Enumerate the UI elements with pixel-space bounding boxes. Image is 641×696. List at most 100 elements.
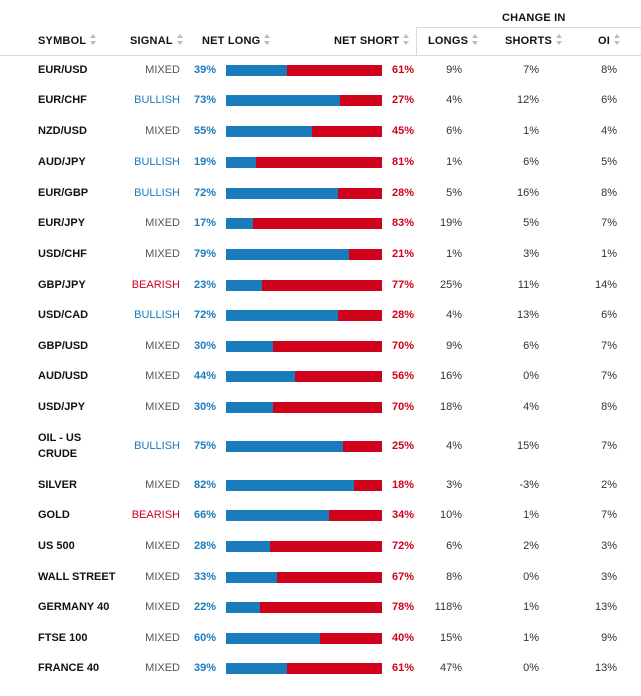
change-oi-cell: 13%: [594, 662, 617, 674]
symbol-cell[interactable]: GOLD: [38, 509, 70, 521]
table-row[interactable]: SILVER MIXED 82% 18% 3% -3% 2%: [0, 470, 641, 500]
table-row[interactable]: EUR/JPY MIXED 17% 83% 19% 5% 7%: [0, 208, 641, 238]
change-longs-cell: 5%: [446, 187, 462, 199]
symbol-cell[interactable]: US 500: [38, 540, 75, 552]
table-row[interactable]: FRANCE 40 MIXED 39% 61% 47% 0% 13%: [0, 653, 641, 683]
symbol-cell[interactable]: EUR/JPY: [38, 217, 86, 229]
change-oi-cell: 3%: [601, 540, 617, 552]
table-row[interactable]: AUD/JPY BULLISH 19% 81% 1% 6% 5%: [0, 147, 641, 177]
sort-icon[interactable]: [90, 34, 97, 45]
symbol-cell[interactable]: WALL STREET: [38, 571, 116, 583]
table-row[interactable]: EUR/GBP BULLISH 72% 28% 5% 16% 8%: [0, 178, 641, 208]
symbol-cell[interactable]: USD/JPY: [38, 401, 86, 413]
sentiment-bar: [226, 178, 382, 208]
change-longs-cell: 9%: [446, 64, 462, 76]
net-long-percent: 22%: [193, 601, 216, 613]
net-short-bar-segment: [226, 340, 382, 352]
net-long-bar-segment: [226, 156, 256, 168]
table-row[interactable]: USD/CHF MIXED 79% 21% 1% 3% 1%: [0, 239, 641, 269]
table-row[interactable]: GBP/JPY BEARISH 23% 77% 25% 11% 14%: [0, 270, 641, 300]
change-shorts-cell: 16%: [516, 187, 539, 199]
table-row[interactable]: EUR/CHF BULLISH 73% 27% 4% 12% 6%: [0, 85, 641, 115]
symbol-cell[interactable]: EUR/CHF: [38, 94, 87, 106]
sort-icon[interactable]: [614, 34, 621, 45]
change-oi-cell: 14%: [594, 279, 617, 291]
symbol-cell[interactable]: FRANCE 40: [38, 662, 100, 674]
net-long-bar-segment: [226, 279, 262, 291]
change-shorts-cell: 6%: [523, 156, 539, 168]
change-longs-cell: 8%: [446, 571, 462, 583]
net-short-column-header[interactable]: NET SHORT: [334, 34, 410, 47]
net-long-column-header[interactable]: NET LONG: [202, 34, 271, 47]
net-long-percent: 72%: [193, 187, 216, 199]
change-longs-cell: 118%: [434, 601, 462, 613]
signal-column-header[interactable]: SIGNAL: [130, 34, 184, 47]
net-short-bar-segment: [226, 217, 382, 229]
symbol-cell[interactable]: AUD/JPY: [38, 156, 86, 168]
change-oi-cell: 8%: [601, 401, 617, 413]
symbol-cell[interactable]: FTSE 100: [38, 632, 88, 644]
symbol-cell[interactable]: SILVER: [38, 479, 77, 491]
change-oi-cell: 6%: [601, 309, 617, 321]
net-long-percent: 75%: [193, 440, 216, 452]
net-short-bar-segment: [226, 662, 382, 674]
symbol-cell[interactable]: GBP/USD: [38, 340, 89, 352]
table-row[interactable]: WALL STREET MIXED 33% 67% 8% 0% 3%: [0, 562, 641, 592]
sort-icon[interactable]: [176, 34, 184, 45]
net-short-bar-segment: [226, 94, 382, 106]
symbol-cell[interactable]: GERMANY 40: [38, 601, 110, 613]
symbol-cell[interactable]: OIL - US CRUDE: [38, 432, 82, 460]
table-row[interactable]: EUR/USD MIXED 39% 61% 9% 7% 8%: [0, 55, 641, 85]
net-long-bar-segment: [226, 601, 261, 613]
symbol-cell[interactable]: GBP/JPY: [38, 279, 86, 291]
signal-cell: MIXED: [145, 217, 180, 229]
table-row[interactable]: GERMANY 40 MIXED 22% 78% 118% 1% 13%: [0, 592, 641, 622]
change-longs-cell: 4%: [446, 309, 462, 321]
longs-header-label: LONGS: [428, 35, 469, 47]
table-row[interactable]: US 500 MIXED 28% 72% 6% 2% 3%: [0, 531, 641, 561]
symbol-cell[interactable]: EUR/GBP: [38, 187, 89, 199]
symbol-cell[interactable]: EUR/USD: [38, 64, 88, 76]
change-shorts-cell: 0%: [523, 370, 539, 382]
net-long-percent: 44%: [193, 370, 216, 382]
change-shorts-cell: 2%: [523, 540, 539, 552]
table-row[interactable]: NZD/USD MIXED 55% 45% 6% 1% 4%: [0, 116, 641, 146]
signal-cell: BULLISH: [134, 156, 180, 168]
table-row[interactable]: GBP/USD MIXED 30% 70% 9% 6% 7%: [0, 331, 641, 361]
sort-icon[interactable]: [403, 34, 410, 45]
change-shorts-cell: 6%: [523, 340, 539, 352]
signal-cell: MIXED: [145, 340, 180, 352]
net-short-percent: 18%: [391, 479, 414, 491]
change-oi-cell: 4%: [601, 125, 617, 137]
symbol-column-header[interactable]: SYMBOL: [38, 34, 97, 47]
table-row[interactable]: FTSE 100 MIXED 60% 40% 15% 1% 9%: [0, 623, 641, 653]
net-long-bar-segment: [226, 401, 273, 413]
net-short-bar-segment: [226, 571, 382, 583]
longs-column-header[interactable]: LONGS: [428, 34, 479, 47]
net-short-bar-segment: [226, 370, 382, 382]
sort-icon[interactable]: [556, 34, 563, 45]
table-row[interactable]: OIL - US CRUDE BULLISH 75% 25% 4% 15% 7%: [0, 426, 641, 466]
signal-cell: MIXED: [145, 662, 180, 674]
net-short-percent: 83%: [391, 217, 414, 229]
change-oi-cell: 9%: [601, 632, 617, 644]
net-short-percent: 34%: [391, 509, 414, 521]
symbol-cell[interactable]: USD/CHF: [38, 248, 87, 260]
shorts-column-header[interactable]: SHORTS: [505, 34, 563, 47]
symbol-cell[interactable]: AUD/USD: [38, 370, 89, 382]
symbol-cell[interactable]: USD/CAD: [38, 309, 89, 321]
symbol-cell[interactable]: NZD/USD: [38, 125, 87, 137]
sort-icon[interactable]: [472, 34, 479, 45]
change-longs-cell: 19%: [439, 217, 462, 229]
sentiment-bar: [226, 500, 382, 530]
change-oi-cell: 2%: [601, 479, 617, 491]
table-row[interactable]: AUD/USD MIXED 44% 56% 16% 0% 7%: [0, 361, 641, 391]
table-row[interactable]: USD/CAD BULLISH 72% 28% 4% 13% 6%: [0, 300, 641, 330]
change-shorts-cell: 1%: [523, 509, 539, 521]
signal-cell: BEARISH: [131, 279, 180, 291]
table-row[interactable]: GOLD BEARISH 66% 34% 10% 1% 7%: [0, 500, 641, 530]
table-row[interactable]: USD/JPY MIXED 30% 70% 18% 4% 8%: [0, 392, 641, 422]
sort-icon[interactable]: [264, 34, 271, 45]
net-long-percent: 30%: [193, 401, 216, 413]
oi-column-header[interactable]: OI: [598, 34, 621, 47]
